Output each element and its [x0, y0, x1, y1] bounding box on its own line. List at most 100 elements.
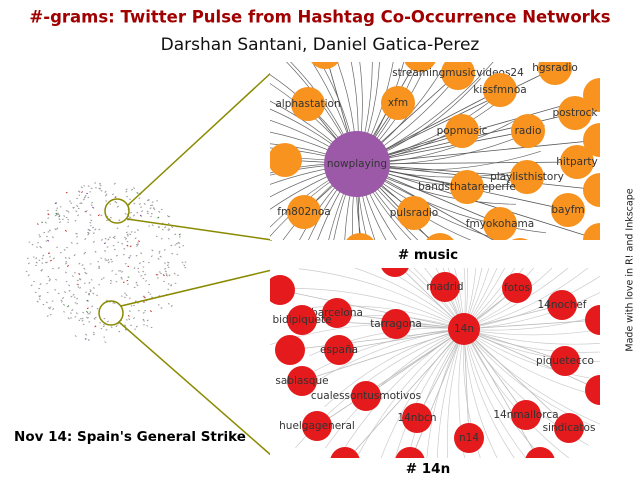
connector: [127, 71, 273, 206]
cloud-mark: [133, 187, 136, 190]
cloud-mark: [65, 280, 68, 283]
node-label: hitparty: [556, 156, 597, 168]
edge: [413, 268, 465, 330]
cloud-mark: [125, 319, 128, 321]
center-label: 14n: [454, 323, 474, 335]
cloud-mark: [85, 291, 88, 294]
cloud-mark: [44, 221, 47, 224]
edge: [289, 328, 465, 351]
cloud-mark: [98, 182, 101, 185]
cloud-mark: [142, 277, 145, 280]
cloud-mark: [76, 235, 79, 238]
title: #-grams: Twitter Pulse from Hashtag Co-O…: [29, 8, 610, 27]
cloud-mark: [86, 307, 89, 310]
cloud-mark: [104, 250, 107, 252]
cloud-mark: [68, 289, 71, 292]
cloud-mark: [64, 262, 68, 265]
cloud-mark: [146, 319, 149, 322]
cloud-mark: [149, 207, 152, 210]
cloud-mark: [127, 315, 130, 317]
cloud-mark: [107, 258, 110, 261]
cloud-mark: [136, 284, 139, 287]
cloud-mark: [84, 238, 87, 240]
cloud-mark: [142, 260, 145, 263]
cloud-mark: [120, 276, 123, 279]
cloud-mark: [42, 254, 45, 257]
cloud-mark: [38, 259, 41, 262]
edge: [380, 328, 465, 458]
cloud-mark: [94, 250, 97, 253]
cloud-mark: [75, 210, 78, 213]
cloud-mark: [76, 279, 79, 282]
cloud-mark: [47, 213, 50, 216]
cloud-mark: [74, 302, 77, 304]
cloud-mark: [63, 215, 66, 217]
cloud-mark: [130, 188, 134, 191]
node: [275, 335, 305, 365]
cloud-mark: [87, 185, 90, 187]
node-label: sablasque: [275, 375, 328, 387]
cloud-mark: [79, 286, 82, 289]
cloud-mark: [105, 329, 108, 331]
cloud-mark: [149, 204, 152, 207]
node-label: españa: [320, 344, 358, 356]
cloud-mark: [138, 262, 141, 265]
cloud-mark: [145, 280, 148, 282]
edge: [279, 289, 465, 330]
cloud-mark: [89, 214, 92, 216]
cloud-mark: [94, 316, 97, 319]
cloud-mark: [142, 295, 145, 298]
edge: [426, 328, 465, 458]
cloud-mark: [48, 307, 51, 310]
cloud-mark: [149, 310, 152, 313]
cloud-mark: [142, 311, 145, 314]
edge: [463, 268, 477, 330]
node: [525, 447, 555, 458]
cloud-mark: [91, 305, 94, 308]
cloud-mark: [90, 187, 93, 190]
cloud-mark: [71, 275, 74, 277]
edge: [285, 288, 465, 330]
cloud-mark: [51, 236, 54, 239]
cloud-mark: [137, 240, 141, 243]
edge: [463, 319, 600, 330]
node-label: huelgageneral: [279, 420, 355, 432]
highlight-ring: [98, 300, 124, 326]
cloud-mark: [109, 216, 112, 219]
node: [583, 223, 600, 240]
cloud-mark: [31, 243, 34, 246]
cloud-mark: [70, 317, 72, 319]
cloud-mark: [74, 220, 77, 222]
cloud-mark: [35, 261, 38, 264]
node: [287, 366, 317, 396]
node-label: hgsradio: [532, 62, 578, 74]
cloud-mark: [143, 320, 145, 322]
edge: [356, 161, 578, 165]
cloud-mark: [146, 325, 149, 327]
cloud-mark: [136, 229, 139, 232]
edge: [356, 328, 465, 458]
node-label: kissfmnoa: [473, 84, 526, 96]
cloud-mark: [38, 234, 41, 236]
cloud-mark: [62, 303, 66, 306]
cloud-mark: [85, 333, 88, 336]
edge: [463, 268, 535, 330]
cloud-mark: [86, 299, 89, 302]
edge: [316, 328, 465, 427]
cloud-mark: [58, 221, 62, 224]
node-label: postrock: [552, 107, 598, 119]
cloud-mark: [27, 262, 30, 265]
cloud-mark: [110, 258, 113, 261]
cloud-mark: [134, 237, 137, 240]
edge: [463, 314, 600, 331]
cloud-mark: [151, 224, 154, 227]
cloud-mark: [89, 221, 92, 224]
cloud-mark: [171, 226, 174, 229]
cloud-mark: [56, 227, 59, 230]
cloud-mark: [125, 190, 128, 193]
cloud-mark: [48, 279, 51, 282]
node: [381, 309, 411, 339]
cloud-mark: [144, 273, 147, 276]
cloud-mark: [126, 240, 129, 243]
